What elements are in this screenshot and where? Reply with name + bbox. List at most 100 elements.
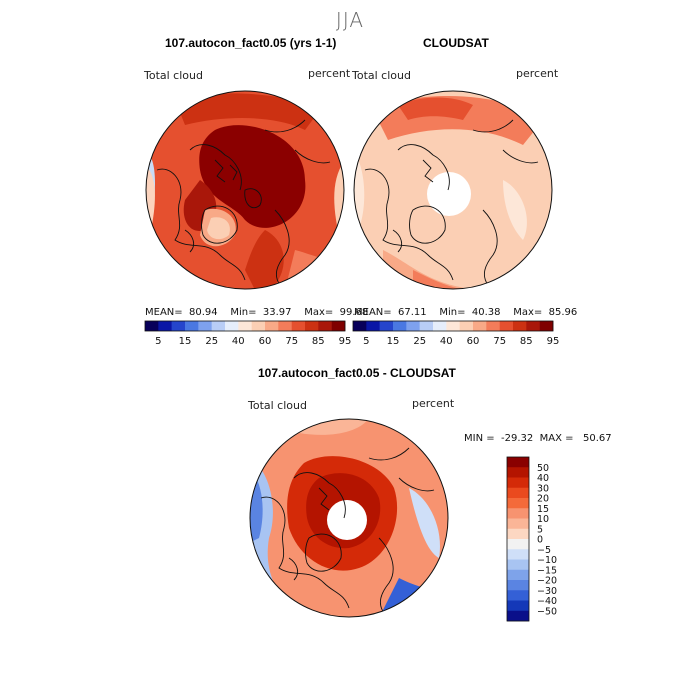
- colorbar-swatch: [507, 467, 529, 478]
- max-value: 99.68: [339, 307, 369, 318]
- season-title: JJA: [335, 8, 365, 32]
- colorbar-swatch: [507, 590, 529, 601]
- colorbar-swatch: [446, 321, 460, 331]
- map-outline: [353, 90, 553, 290]
- colorbar-swatch: [507, 518, 529, 530]
- colorbar-tick-label: 40: [232, 336, 245, 347]
- coastlines: [156, 119, 331, 286]
- colorbar-tick-label: 85: [312, 336, 325, 347]
- colorbar-swatch: [318, 321, 332, 331]
- colorbar-tick-label: 60: [467, 336, 480, 347]
- colorbar-swatch: [145, 321, 159, 331]
- coastlines: [364, 119, 539, 286]
- colorbar-tick-label: 5: [363, 336, 369, 347]
- colorbar-swatch: [225, 321, 239, 331]
- max-value: 50.67: [583, 433, 612, 444]
- colorbar-swatch: [198, 321, 212, 331]
- panel-model-stats: MEAN= 80.94 Min= 33.97 Max= 99.68: [145, 307, 368, 318]
- colorbar-tick-label: −30: [537, 586, 557, 597]
- colorbar-swatch: [507, 528, 529, 540]
- colorbar-tick-label: 20: [537, 494, 549, 505]
- high-cloud-region: [398, 97, 473, 120]
- colorbar-tick-label: −40: [537, 596, 557, 607]
- mean-value: 80.94: [189, 307, 218, 318]
- coastlines: [260, 447, 435, 614]
- colorbar-swatch: [251, 321, 266, 331]
- colorbar-tick-label: −10: [537, 555, 557, 566]
- colorbar-swatch: [211, 321, 226, 331]
- colorbar-swatch: [499, 321, 514, 331]
- colorbar-swatch: [507, 549, 529, 560]
- colorbar-tick-label: 75: [285, 336, 298, 347]
- obs-colorbar: 5 15 25 40 60 75 85 95: [352, 320, 559, 347]
- min-value: 33.97: [262, 307, 292, 318]
- diff-polar-map: [249, 418, 449, 618]
- max-label: Max=: [513, 307, 543, 318]
- panel-obs-title: CLOUDSAT: [423, 36, 489, 50]
- colorbar-swatch: [379, 321, 394, 331]
- low-cloud-region-2: [503, 180, 527, 240]
- max-label: MAX =: [539, 433, 574, 444]
- min-label: Min=: [439, 307, 466, 318]
- panel-obs-variable-label: Total cloud: [352, 69, 411, 82]
- colorbar-tick-label: 40: [537, 473, 549, 484]
- colorbar-swatch: [507, 498, 529, 509]
- colorbar-tick-label: 60: [259, 336, 272, 347]
- colorbar-tick-label: 30: [537, 483, 549, 494]
- panel-model-units-label: percent: [308, 67, 351, 80]
- colorbar-swatch: [305, 321, 319, 331]
- greenland-core: [207, 217, 230, 240]
- colorbar-swatch: [539, 321, 554, 331]
- colorbar-swatch: [406, 321, 420, 331]
- colorbar-tick-label: 0: [537, 535, 543, 546]
- colorbar-swatch: [331, 321, 346, 331]
- colorbar-frame: [352, 320, 554, 332]
- colorbar-tick-label: 5: [155, 336, 161, 347]
- mean-label: MEAN=: [354, 307, 392, 318]
- colorbar-swatch: [507, 559, 529, 571]
- diff-panel-minmax: MIN = -29.32 MAX = 50.67: [464, 433, 612, 444]
- model-colorbar: 5 15 25 40 60 75 85 95: [144, 320, 351, 347]
- max-value: 85.96: [548, 307, 578, 318]
- high-cloud-region-2: [245, 230, 284, 289]
- colorbar-swatch: [433, 321, 447, 331]
- colorbar-tick-label: −50: [537, 606, 557, 617]
- colorbar-tick-label: 10: [537, 514, 549, 525]
- colorbar-tick-label: −20: [537, 576, 557, 587]
- colorbar-tick-label: 40: [440, 336, 453, 347]
- colorbar-swatch: [507, 508, 529, 519]
- colorbar-swatch: [238, 321, 252, 331]
- polar-data-gap: [327, 500, 367, 540]
- mean-label: MEAN=: [145, 307, 183, 318]
- panel-model-variable-label: Total cloud: [144, 69, 203, 82]
- colorbar-tick-label: 15: [387, 336, 400, 347]
- obs-polar-map: [353, 90, 553, 290]
- colorbar-swatch: [366, 321, 380, 331]
- colorbar-tick-label: 75: [493, 336, 506, 347]
- mean-value: 67.11: [398, 307, 427, 318]
- min-label: MIN =: [464, 433, 495, 444]
- mid-cloud-region-3: [413, 270, 473, 289]
- min-label: Min=: [230, 307, 257, 318]
- colorbar-swatch: [473, 321, 487, 331]
- panel-model-title: 107.autocon_fact0.05 (yrs 1-1): [165, 36, 337, 50]
- colorbar-tick-label: 15: [179, 336, 192, 347]
- colorbar-swatch: [291, 321, 306, 331]
- low-cloud-region-3: [315, 255, 344, 289]
- colorbar-swatch: [507, 569, 529, 581]
- colorbar-tick-label: 25: [205, 336, 218, 347]
- colorbar-swatch: [171, 321, 186, 331]
- max-cloud-core: [199, 125, 306, 228]
- colorbar-swatch: [507, 487, 529, 499]
- colorbar-frame: [144, 320, 346, 332]
- colorbar-swatch: [158, 321, 172, 331]
- diff-panel-title: 107.autocon_fact0.05 - CLOUDSAT: [258, 366, 456, 380]
- map-outline: [249, 418, 449, 618]
- colorbar-tick-label: 95: [547, 336, 560, 347]
- negative-region-east: [409, 488, 440, 558]
- colorbar-frame: [506, 456, 530, 622]
- polar-data-gap: [427, 172, 471, 216]
- colorbar-swatch: [185, 321, 199, 331]
- colorbar-swatch: [526, 321, 540, 331]
